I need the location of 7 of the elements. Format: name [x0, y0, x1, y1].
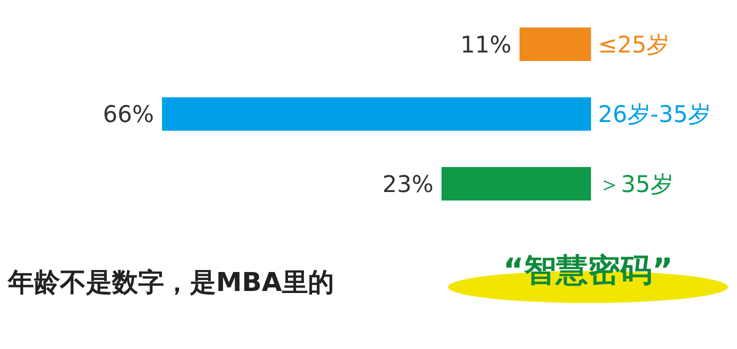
y-tick-label: ≤25岁 [598, 32, 670, 58]
data-label: 23% [382, 172, 434, 198]
y-tick-label: 26岁-35岁 [598, 102, 711, 128]
data-label: 11% [460, 32, 512, 58]
text: 年龄不是数字，是MBA里的 [7, 268, 334, 298]
y-tick-label: ＞35岁 [598, 172, 674, 198]
data-label: 66% [102, 102, 154, 128]
